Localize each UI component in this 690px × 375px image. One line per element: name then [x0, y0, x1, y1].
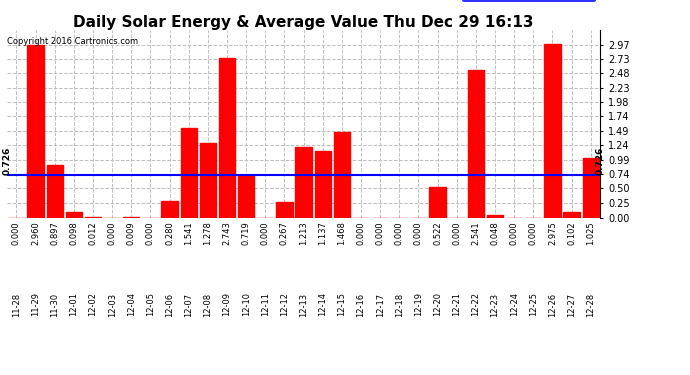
- Bar: [429, 187, 446, 218]
- Bar: [66, 212, 82, 217]
- Bar: [564, 211, 580, 217]
- Text: 12-02: 12-02: [88, 292, 97, 316]
- Text: 0.000: 0.000: [12, 221, 21, 245]
- Text: 12-27: 12-27: [567, 292, 576, 316]
- Text: 0.897: 0.897: [50, 221, 59, 245]
- Text: Copyright 2016 Cartronics.com: Copyright 2016 Cartronics.com: [7, 38, 138, 46]
- Text: 0.726: 0.726: [595, 146, 605, 175]
- Text: 12-19: 12-19: [414, 292, 423, 316]
- Bar: [468, 69, 484, 218]
- Bar: [161, 201, 178, 217]
- Text: 0.000: 0.000: [108, 221, 117, 245]
- Bar: [238, 176, 255, 217]
- Text: 12-16: 12-16: [357, 292, 366, 316]
- Text: 0.000: 0.000: [414, 221, 423, 245]
- Text: 0.012: 0.012: [88, 221, 97, 245]
- Text: 1.278: 1.278: [204, 221, 213, 245]
- Text: 12-25: 12-25: [529, 292, 538, 316]
- Text: 12-04: 12-04: [127, 292, 136, 316]
- Text: 0.726: 0.726: [2, 146, 12, 175]
- Text: 1.468: 1.468: [337, 221, 346, 245]
- Text: 11-28: 11-28: [12, 292, 21, 316]
- Text: 0.102: 0.102: [567, 221, 576, 245]
- Bar: [276, 202, 293, 217]
- Text: 12-01: 12-01: [70, 292, 79, 316]
- Text: 0.000: 0.000: [510, 221, 519, 245]
- Text: 12-06: 12-06: [165, 292, 174, 316]
- Bar: [28, 45, 43, 218]
- Bar: [200, 143, 216, 218]
- Bar: [181, 128, 197, 218]
- Text: 1.213: 1.213: [299, 221, 308, 245]
- Text: 2.743: 2.743: [223, 221, 232, 245]
- Text: 12-08: 12-08: [204, 292, 213, 316]
- Text: 12-20: 12-20: [433, 292, 442, 316]
- Text: 0.719: 0.719: [241, 221, 250, 245]
- Text: 12-18: 12-18: [395, 292, 404, 316]
- Bar: [544, 44, 560, 218]
- Text: 0.048: 0.048: [491, 221, 500, 245]
- Text: 1.541: 1.541: [184, 221, 193, 245]
- Text: 0.000: 0.000: [529, 221, 538, 245]
- Bar: [315, 151, 331, 217]
- Bar: [487, 215, 503, 217]
- Text: 0.098: 0.098: [70, 221, 79, 245]
- Text: Daily Solar Energy & Average Value Thu Dec 29 16:13: Daily Solar Energy & Average Value Thu D…: [73, 15, 534, 30]
- Text: 12-10: 12-10: [241, 292, 250, 316]
- Text: 12-03: 12-03: [108, 292, 117, 316]
- Text: 12-14: 12-14: [318, 292, 327, 316]
- Bar: [219, 58, 235, 217]
- Text: 2.960: 2.960: [31, 221, 40, 245]
- Text: 12-22: 12-22: [471, 292, 480, 316]
- Text: 0.522: 0.522: [433, 221, 442, 245]
- Text: 0.000: 0.000: [146, 221, 155, 245]
- Text: 1.137: 1.137: [318, 221, 327, 245]
- Text: 12-28: 12-28: [586, 292, 595, 316]
- Text: 0.000: 0.000: [395, 221, 404, 245]
- Text: 12-15: 12-15: [337, 292, 346, 316]
- Text: 11-29: 11-29: [31, 292, 40, 316]
- Text: 11-30: 11-30: [50, 292, 59, 316]
- Text: 12-12: 12-12: [280, 292, 289, 316]
- Text: 2.975: 2.975: [548, 221, 557, 245]
- Bar: [334, 132, 350, 218]
- Text: 12-26: 12-26: [548, 292, 557, 316]
- Text: 0.009: 0.009: [127, 221, 136, 245]
- Text: 0.000: 0.000: [375, 221, 384, 245]
- Text: 12-24: 12-24: [510, 292, 519, 316]
- Text: 0.000: 0.000: [357, 221, 366, 245]
- Text: 12-07: 12-07: [184, 292, 193, 316]
- Text: 0.000: 0.000: [261, 221, 270, 245]
- Text: 12-09: 12-09: [223, 292, 232, 316]
- Text: 1.025: 1.025: [586, 221, 595, 245]
- Text: 0.000: 0.000: [452, 221, 461, 245]
- Bar: [47, 165, 63, 218]
- Legend: Average  ($), Daily  ($): Average ($), Daily ($): [462, 0, 595, 2]
- Bar: [582, 158, 599, 218]
- Text: 2.541: 2.541: [471, 221, 480, 245]
- Text: 12-17: 12-17: [375, 292, 384, 316]
- Text: 12-21: 12-21: [452, 292, 461, 316]
- Text: 12-13: 12-13: [299, 292, 308, 316]
- Text: 12-05: 12-05: [146, 292, 155, 316]
- Bar: [295, 147, 312, 218]
- Text: 0.267: 0.267: [280, 221, 289, 245]
- Text: 12-23: 12-23: [491, 292, 500, 316]
- Text: 0.280: 0.280: [165, 221, 174, 245]
- Text: 12-11: 12-11: [261, 292, 270, 316]
